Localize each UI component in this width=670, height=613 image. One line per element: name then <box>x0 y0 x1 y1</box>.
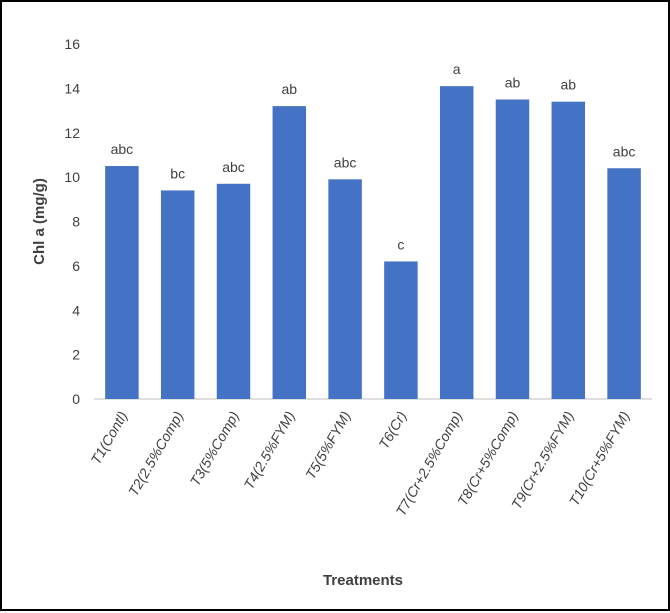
bar-data-label: bc <box>170 165 185 181</box>
bar-data-label: ab <box>505 74 521 90</box>
bar <box>272 106 307 399</box>
bar-data-label: abc <box>222 159 245 175</box>
x-tick-label: T2(2.5%Comp) <box>125 409 186 499</box>
x-tick-label: T8(Cr+5%Comp) <box>454 409 521 509</box>
y-tick-label: 4 <box>72 302 80 318</box>
y-tick-label: 2 <box>72 347 80 363</box>
x-tick-label: T4(2.5%FYM) <box>240 409 297 492</box>
x-axis-ticks: T1(Contl)T2(2.5%Comp) T3(5%Comp)T4(2.5%FY… <box>87 409 632 519</box>
bar <box>105 166 139 399</box>
x-tick-label: T3(5%Comp) <box>187 409 242 489</box>
bar-data-label: abc <box>334 154 357 170</box>
bar <box>439 86 474 399</box>
bar <box>495 99 530 399</box>
bar <box>328 179 362 399</box>
bar <box>551 101 586 399</box>
bar <box>384 261 418 399</box>
bar-data-label: ab <box>561 77 577 93</box>
bar <box>160 190 195 399</box>
y-tick-label: 0 <box>72 391 80 407</box>
x-tick-label: T6(Cr) <box>375 409 409 452</box>
bar <box>607 168 641 399</box>
data-labels: abc bc abc ab abc c a ab ab abc <box>111 61 636 252</box>
bar <box>216 183 251 399</box>
x-tick-label: T5(5%FYM) <box>302 409 354 482</box>
bar-data-label: abc <box>111 141 134 157</box>
x-tick-label: T1(Contl) <box>87 409 130 468</box>
y-axis-ticks: 0 2 4 6 8 10 12 14 16 <box>64 36 80 407</box>
x-tick-label: T9(Cr+2.5%FYM) <box>508 409 577 512</box>
x-tick-label: T10(Cr+5%FYM) <box>566 409 633 509</box>
y-axis-title: Chl a (mg/g) <box>31 178 48 265</box>
y-tick-label: 16 <box>64 36 80 52</box>
y-tick-label: 6 <box>72 258 80 274</box>
y-tick-label: 8 <box>72 214 80 230</box>
bar-data-label: abc <box>613 143 636 159</box>
y-tick-label: 14 <box>64 80 80 96</box>
x-axis-title: Treatments <box>323 572 403 589</box>
bars <box>105 86 641 399</box>
bar-data-label: c <box>397 236 404 252</box>
bar-data-label: ab <box>282 81 298 97</box>
bar-data-label: a <box>453 61 461 77</box>
y-tick-label: 12 <box>64 125 80 141</box>
y-tick-label: 10 <box>64 169 80 185</box>
